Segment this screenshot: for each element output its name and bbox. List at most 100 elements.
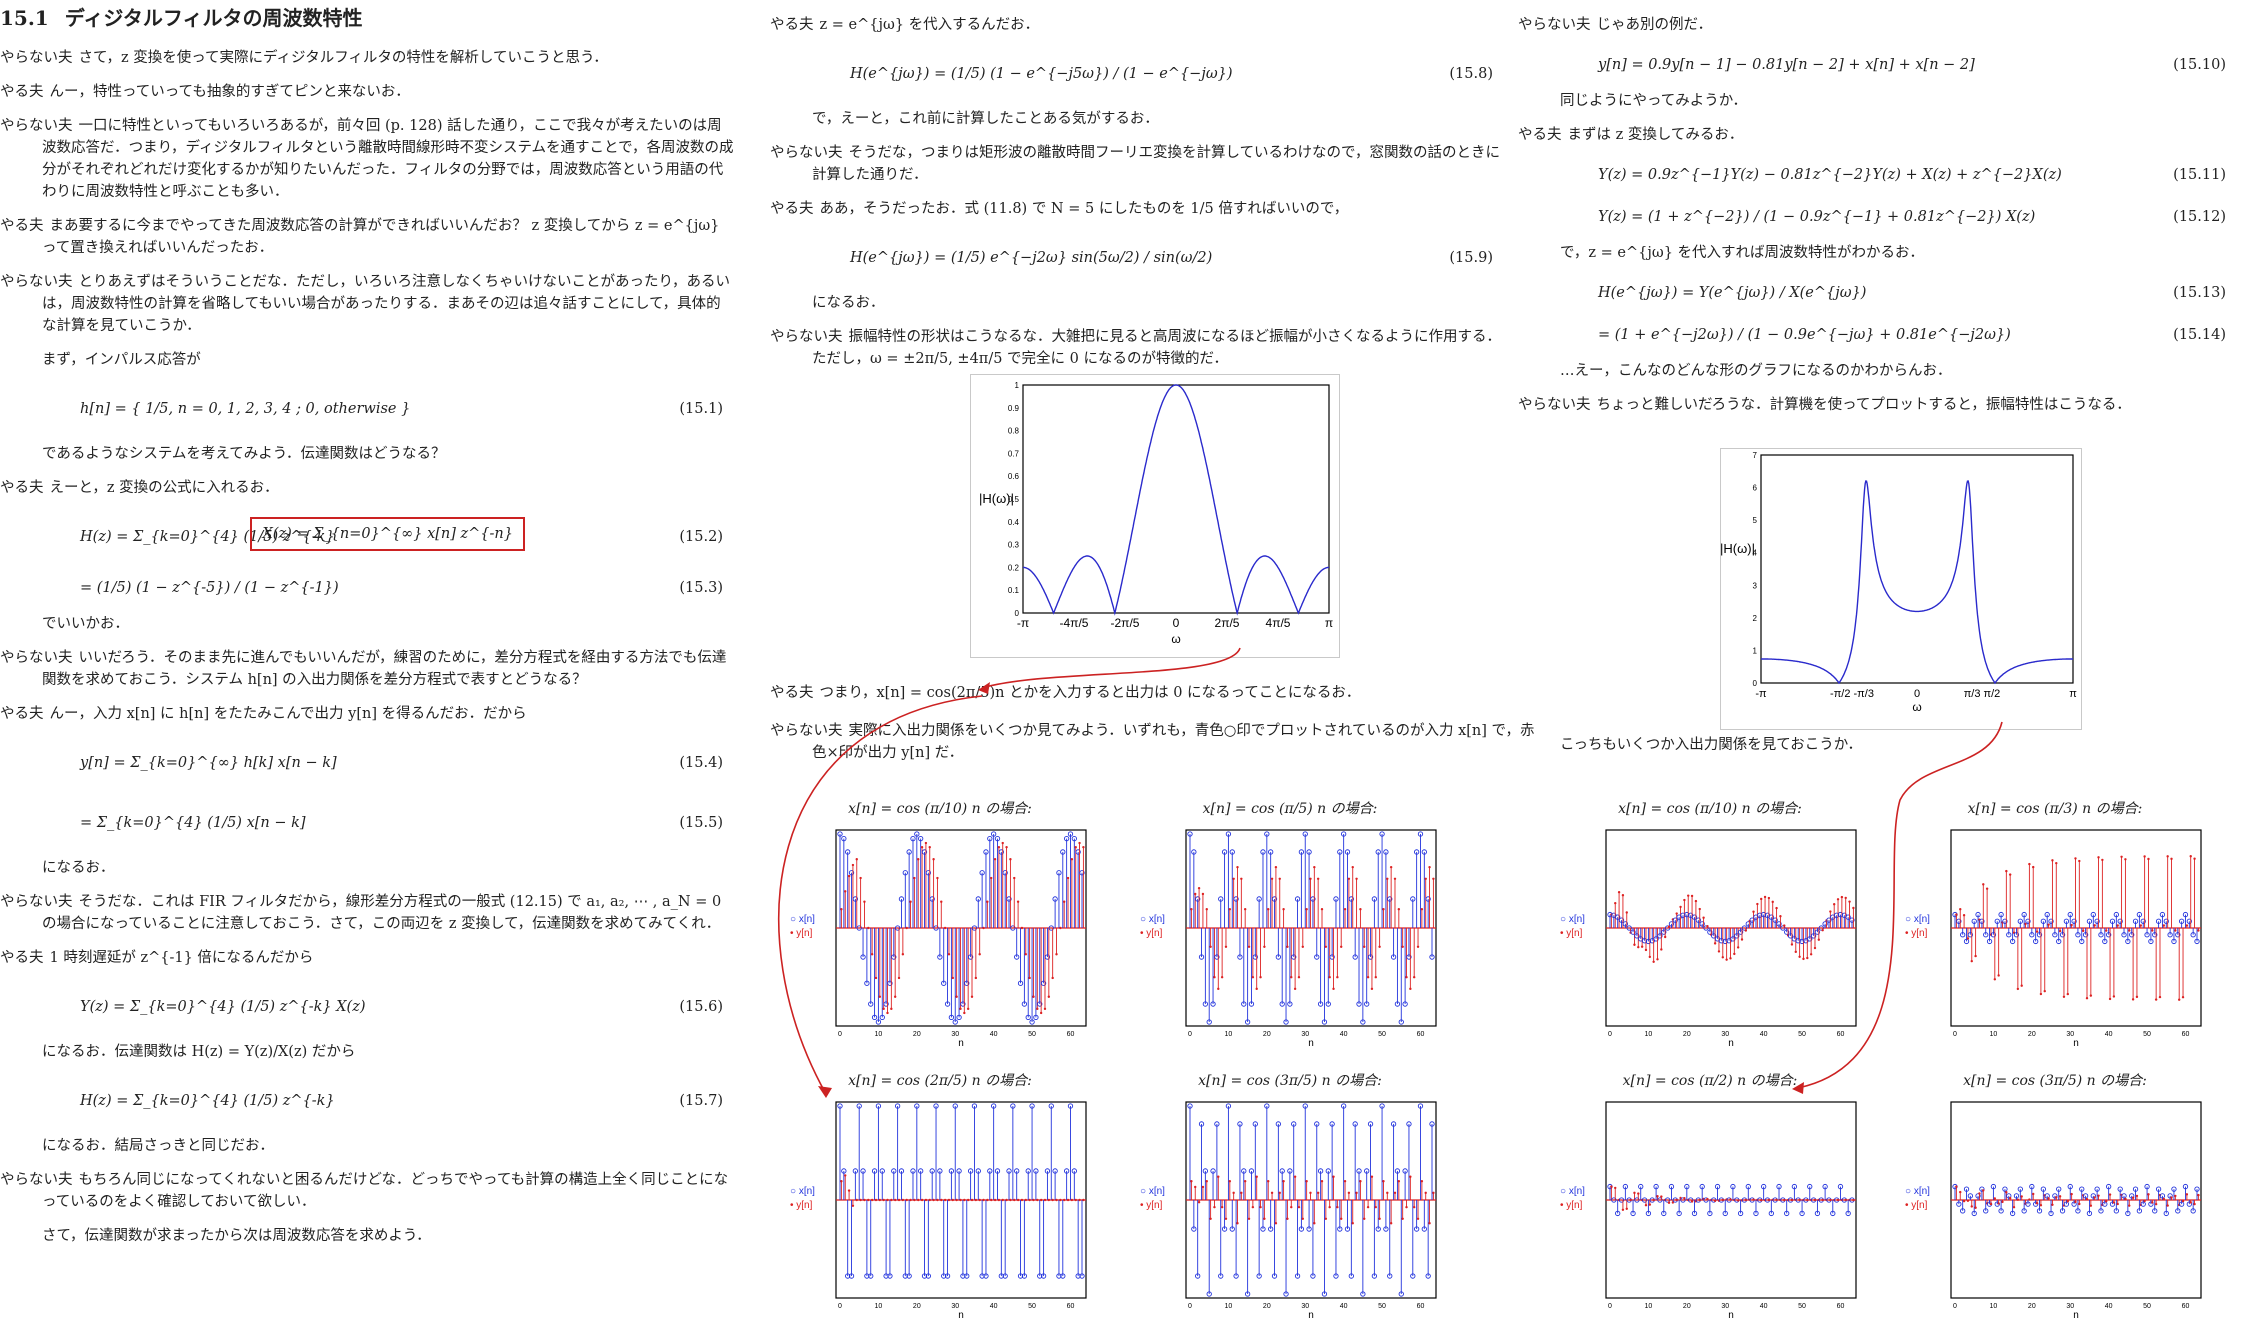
x-tick-label: -π/2 -π/3 [1830, 688, 1874, 700]
paragraph-ok: でいいかお． [42, 616, 129, 632]
output-point [1270, 877, 1274, 880]
output-point [1760, 1199, 1763, 1202]
legend-output: • y[n] [1905, 1200, 1928, 1211]
output-point [2039, 992, 2043, 996]
input-point [1187, 1103, 1193, 1109]
input-point [2125, 1210, 2131, 1217]
output-point [1614, 901, 1617, 905]
input-point [1753, 1210, 1759, 1217]
input-point [1668, 1183, 1675, 1190]
x-axis-label: ω [1171, 632, 1180, 646]
output-point [1848, 900, 1851, 903]
x-tick-label: 40 [1760, 1031, 1768, 1038]
output-point [1648, 1203, 1652, 1206]
output-point [1059, 926, 1062, 930]
input-point [1210, 1168, 1216, 1174]
output-point [1051, 1198, 1054, 1202]
output-point [1409, 987, 1412, 991]
input-point [1029, 1103, 1035, 1109]
x-axis-label: n [1728, 1038, 1734, 1046]
input-point [2075, 1208, 2081, 1214]
output-point [2158, 995, 2162, 999]
output-point [2131, 1196, 2135, 1199]
paragraph-convolution: やる夫 んー，入力 x[n] に h[n] をたたみこんで出力 y[n] を得るん… [0, 703, 735, 725]
input-point [1187, 831, 1193, 837]
input-point [2109, 1201, 2116, 1207]
output-point [1016, 1198, 1020, 1202]
output-point [1393, 877, 1397, 880]
input-point [2033, 938, 2039, 945]
x-tick-label: 10 [1990, 1303, 1998, 1310]
output-point [951, 976, 954, 980]
section-number: 15.1 [0, 6, 49, 30]
input-point [2182, 1183, 2189, 1190]
input-point [1294, 896, 1301, 902]
caption-right-a: x[n] = cos (π/10) n の場合: [1618, 801, 1802, 817]
input-point [1661, 1210, 1667, 1217]
input-point [1010, 925, 1016, 931]
output-point [1359, 1180, 1362, 1183]
input-point [1615, 914, 1621, 920]
input-point [1398, 1291, 1404, 1297]
y-tick-label: 0 [1753, 679, 1758, 688]
input-point [2094, 918, 2100, 924]
input-point [1252, 1121, 1258, 1127]
output-point [1201, 892, 1205, 896]
x-tick-label: 40 [990, 1303, 998, 1310]
output-point [970, 995, 974, 998]
paragraph-text: つまり，x[n] = cos(2π/5)n とかを入力すると出力は 0 になるっ… [819, 685, 1361, 701]
output-point [1009, 1198, 1012, 1202]
plot-frame [1760, 454, 2074, 684]
output-point [1024, 953, 1027, 956]
x-tick-label: 10 [875, 1031, 883, 1038]
equation-15-2: H(z) = Σ_{k=0}^{4} (1/5) z^{-k} X(z) = Σ_… [0, 511, 735, 563]
output-point [1389, 865, 1393, 869]
input-point [1653, 1183, 1659, 1190]
output-point [1209, 945, 1212, 948]
input-point [2109, 918, 2116, 924]
paragraph-look-io: こっちもいくつか入出力関係を見ておこうか． [1560, 737, 1863, 753]
output-point [2105, 929, 2108, 932]
output-point [1316, 1191, 1320, 1195]
input-point [1998, 1208, 2004, 1214]
stem-plot-right-c: 0 10 20 30 40 50 60 n ○ x[n] • y[n] [1558, 1094, 1866, 1318]
equation-body: H(z) = Σ_{k=0}^{4} (1/5) z^{-k} [80, 1093, 335, 1109]
input-point [987, 835, 993, 842]
caption-right-b: x[n] = cos (π/3) n の場合: [1967, 801, 2143, 817]
input-point [967, 1168, 974, 1174]
output-point [970, 1198, 974, 1202]
input-point [2117, 918, 2123, 924]
input-point [2079, 1186, 2085, 1192]
input-point [925, 1273, 931, 1279]
equation-number: (15.7) [679, 1093, 723, 1109]
output-point [2055, 1196, 2058, 1199]
output-point [1043, 1198, 1047, 1202]
output-point [2170, 857, 2173, 861]
input-point [2082, 1193, 2089, 1199]
x-tick-label: 60 [2182, 1303, 2190, 1310]
output-point [1316, 877, 1320, 880]
output-point [1032, 1198, 1035, 1202]
x-tick-label: 30 [2066, 1031, 2074, 1038]
input-point [1387, 896, 1393, 902]
x-tick-label: 0 [838, 1031, 842, 1038]
input-point [1218, 1273, 1224, 1279]
input-point [1052, 1168, 1058, 1174]
output-point [1036, 1007, 1039, 1011]
equation-number: (15.11) [2173, 167, 2226, 183]
output-point [1366, 976, 1370, 979]
output-point [1660, 1195, 1663, 1198]
output-point [859, 1198, 862, 1202]
equation-number: (15.13) [2173, 285, 2226, 301]
output-point [1028, 976, 1031, 980]
x-tick-label: 30 [1301, 1031, 1309, 1038]
output-point [2008, 1196, 2012, 1200]
input-point [1417, 831, 1424, 837]
input-point [1421, 849, 1427, 855]
input-point [2002, 1186, 2008, 1192]
output-point [1656, 1195, 1659, 1198]
input-point [914, 1103, 920, 1109]
output-point [870, 953, 874, 956]
output-point [1832, 903, 1836, 906]
input-point [1314, 954, 1320, 960]
